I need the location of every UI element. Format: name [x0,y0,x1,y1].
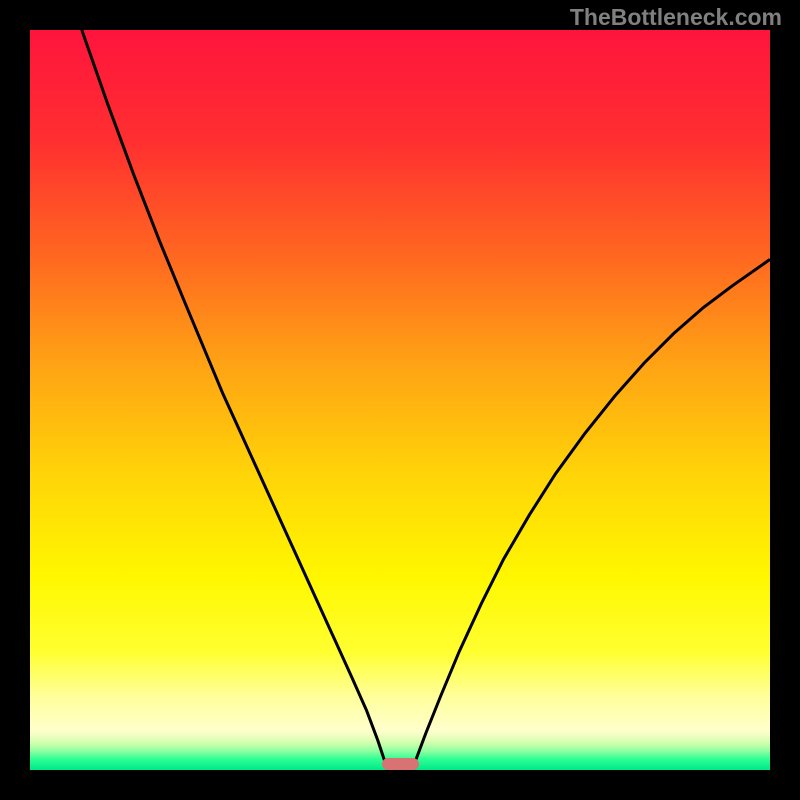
watermark-text: TheBottleneck.com [570,4,782,31]
plot-area [30,30,770,770]
curve-layer [30,30,770,770]
curve-left [82,30,385,763]
chart-frame: TheBottleneck.com [0,0,800,800]
optimal-marker [382,758,419,770]
curve-right [415,259,770,762]
